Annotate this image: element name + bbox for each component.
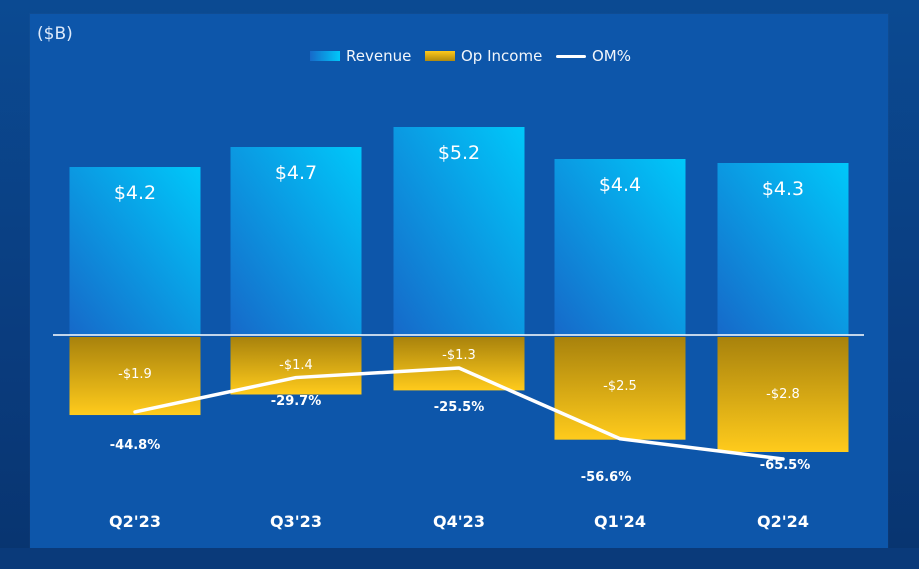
legend-label-om: OM% <box>592 47 632 65</box>
revenue-bar <box>393 127 525 335</box>
legend-swatch-om <box>556 54 586 58</box>
category-label: Q3'23 <box>270 512 322 531</box>
revenue-bar <box>69 167 201 335</box>
legend-item-op-income: Op Income <box>425 47 542 65</box>
revenue-value-label: $4.4 <box>599 174 641 196</box>
legend-label-op-income: Op Income <box>461 47 543 65</box>
om-value-label: -56.6% <box>581 470 632 485</box>
om-value-label: -65.5% <box>760 458 811 473</box>
legend: Revenue Op Income OM% <box>0 47 919 67</box>
legend-swatch-revenue <box>310 51 340 61</box>
revenue-value-label: $4.3 <box>762 178 804 200</box>
op-income-value-label: -$2.5 <box>603 379 637 394</box>
om-line <box>133 366 785 461</box>
revenue-bars <box>69 127 849 335</box>
op-income-value-label: -$1.3 <box>442 348 476 363</box>
op-income-value-label: -$2.8 <box>766 387 800 402</box>
legend-label-revenue: Revenue <box>346 47 412 65</box>
legend-item-revenue: Revenue <box>310 47 411 65</box>
revenue-bar <box>554 159 686 335</box>
category-label: Q1'24 <box>594 512 646 531</box>
unit-label: ($B) <box>37 24 73 44</box>
category-label: Q4'23 <box>433 512 485 531</box>
category-labels: Q2'23 Q3'23 Q4'23 Q1'24 Q2'24 <box>109 512 809 531</box>
data-labels: $4.2 $4.7 $5.2 $4.4 $4.3 -$1.9 -$1.4 -$1.3 -$2.5… <box>110 142 811 485</box>
revenue-bar <box>230 147 362 335</box>
revenue-value-label: $4.2 <box>114 182 156 204</box>
bottom-band <box>0 548 919 569</box>
op-income-bar <box>393 337 525 391</box>
om-value-label: -44.8% <box>110 438 161 453</box>
om-line-group <box>133 366 785 461</box>
revenue-value-label: $5.2 <box>438 142 480 164</box>
revenue-value-label: $4.7 <box>275 162 317 184</box>
op-income-value-label: -$1.9 <box>118 367 152 382</box>
legend-swatch-op-income <box>425 51 455 61</box>
op-income-bar <box>554 337 686 440</box>
category-label: Q2'23 <box>109 512 161 531</box>
op-income-bar <box>717 337 849 452</box>
om-value-label: -29.7% <box>271 394 322 409</box>
op-income-value-label: -$1.4 <box>279 358 313 373</box>
revenue-bar <box>717 163 849 335</box>
op-income-bars <box>69 337 849 452</box>
op-income-bar <box>230 337 362 395</box>
legend-item-om: OM% <box>556 47 631 65</box>
om-value-label: -25.5% <box>434 400 485 415</box>
category-label: Q2'24 <box>757 512 809 531</box>
